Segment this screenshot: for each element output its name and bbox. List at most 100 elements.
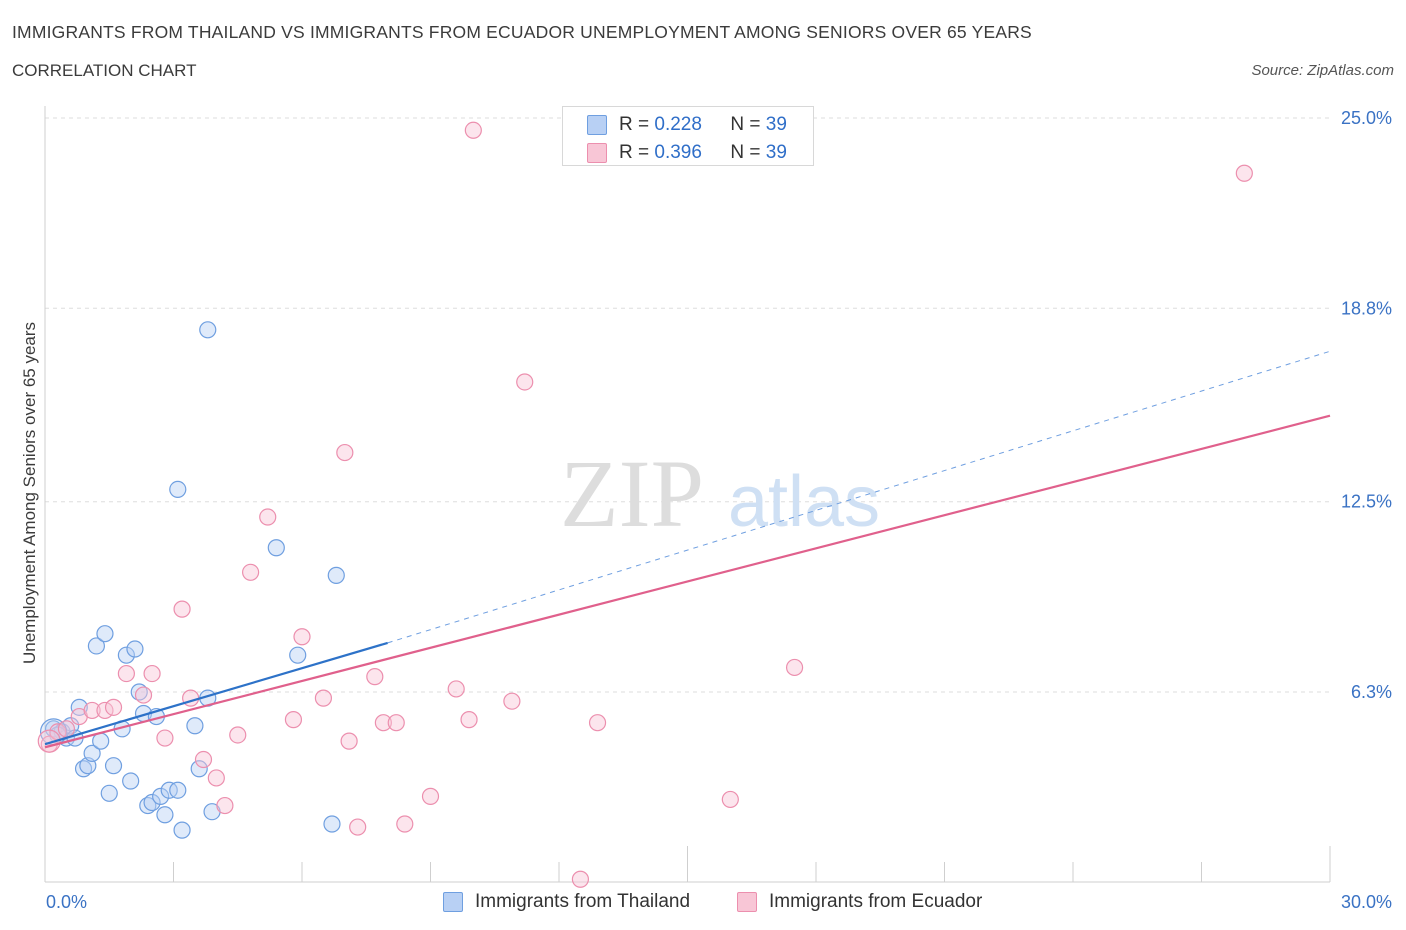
legend-swatch-ecuador <box>587 143 607 163</box>
tick-labels: 6.3% 12.5% 18.8% 25.0% 0.0% 30.0% <box>46 108 1392 912</box>
correlation-legend: R = 0.228 N = 39 R = 0.396 N = 39 <box>562 106 814 166</box>
data-point-ecuador <box>387 714 405 732</box>
source-label: Source: ZipAtlas.com <box>1251 62 1394 79</box>
series-legend: Immigrants from Thailand Immigrants from… <box>0 890 1406 914</box>
data-point-ecuador <box>229 726 247 744</box>
data-point-ecuador <box>374 714 392 732</box>
data-point-thailand <box>267 539 285 557</box>
data-point-thailand <box>92 732 110 750</box>
data-point-ecuador <box>293 628 311 646</box>
data-point-ecuador <box>83 701 101 720</box>
data-point-thailand <box>96 625 114 643</box>
grid-lines <box>45 117 1330 693</box>
data-point-thailand <box>186 717 204 735</box>
data-point-ecuador <box>207 769 225 787</box>
legend-swatch-thailand <box>587 115 607 135</box>
trendlines <box>44 350 1331 749</box>
legend-r-value-ecuador: 0.396 <box>654 142 702 163</box>
data-point-ecuador <box>314 689 333 707</box>
y-tick-label: 18.8% <box>1341 298 1392 318</box>
data-point-ecuador <box>460 711 478 729</box>
data-point-ecuador <box>143 664 161 683</box>
y-tick-label: 25.0% <box>1341 108 1392 128</box>
data-point-ecuador <box>104 698 123 716</box>
x-tick-label: 0.0% <box>46 892 87 912</box>
data-point-thailand <box>199 321 217 339</box>
legend-n-value-thailand: 39 <box>765 114 787 135</box>
watermark-zip: ZIP <box>560 440 704 547</box>
axes <box>44 106 1331 883</box>
legend-row-thailand: R = 0.228 N = 39 <box>587 114 787 135</box>
trendline-thailand-extension <box>387 350 1331 644</box>
data-point-thailand <box>156 806 174 824</box>
legend-n-value-ecuador: 39 <box>765 142 787 163</box>
data-point-ecuador <box>340 732 358 750</box>
data-point-ecuador <box>57 720 76 738</box>
legend-swatch-ecuador <box>737 892 757 912</box>
data-point-ecuador <box>447 680 465 698</box>
data-point-thailand <box>126 640 144 658</box>
data-point-ecuador <box>173 600 191 618</box>
data-point-thailand <box>100 784 118 802</box>
data-point-ecuador <box>259 508 277 526</box>
data-point-ecuador <box>721 790 739 809</box>
y-tick-label: 6.3% <box>1351 682 1392 702</box>
data-point-thailand <box>83 744 101 762</box>
legend-swatch-thailand <box>443 892 463 912</box>
data-point-thailand <box>117 646 135 664</box>
legend-r-label: R = <box>619 114 650 135</box>
watermark-atlas: atlas <box>728 462 880 542</box>
series-ecuador-points <box>37 121 1253 888</box>
chart-title: IMMIGRANTS FROM THAILAND VS IMMIGRANTS F… <box>12 22 1032 42</box>
legend-r-value-thailand: 0.228 <box>654 114 702 135</box>
trendline-ecuador <box>44 414 1331 749</box>
data-point-ecuador <box>336 443 354 462</box>
data-point-ecuador <box>785 658 804 677</box>
data-point-ecuador <box>37 729 61 753</box>
data-point-thailand <box>289 646 307 664</box>
legend-r-label: R = <box>619 142 650 163</box>
x-tick-label: 30.0% <box>1341 892 1392 912</box>
data-point-thailand <box>152 787 170 805</box>
data-point-ecuador <box>349 818 367 836</box>
data-point-thailand <box>173 821 191 839</box>
chart-subtitle: CORRELATION CHART <box>12 61 197 80</box>
legend-row-ecuador: R = 0.396 N = 39 <box>587 142 787 163</box>
data-point-thailand <box>104 757 123 775</box>
data-point-thailand <box>143 793 161 812</box>
data-point-ecuador <box>194 750 213 769</box>
data-point-ecuador <box>503 692 521 710</box>
legend-n-label: N = <box>730 142 761 163</box>
legend-label-ecuador: Immigrants from Ecuador <box>769 891 983 912</box>
data-point-ecuador <box>588 714 607 732</box>
data-point-ecuador <box>366 668 384 686</box>
data-point-ecuador <box>117 664 135 683</box>
data-point-thailand <box>327 566 345 584</box>
data-point-thailand <box>323 815 341 833</box>
data-point-thailand <box>190 760 208 778</box>
data-point-ecuador <box>571 870 590 888</box>
data-point-ecuador <box>156 729 174 747</box>
data-point-ecuador <box>516 373 534 391</box>
y-tick-label: 12.5% <box>1341 492 1392 512</box>
data-point-ecuador <box>421 787 440 805</box>
legend-item-thailand[interactable]: Immigrants from Thailand <box>443 890 690 914</box>
data-point-thailand <box>122 772 140 790</box>
legend-item-ecuador[interactable]: Immigrants from Ecuador <box>737 890 982 914</box>
data-point-thailand <box>87 637 106 655</box>
legend-n-label: N = <box>730 114 761 135</box>
data-point-ecuador <box>396 815 414 833</box>
data-point-thailand <box>70 698 88 716</box>
data-point-ecuador <box>216 796 234 815</box>
series-thailand-points <box>39 321 345 839</box>
data-point-thailand <box>169 480 187 499</box>
legend-label-thailand: Immigrants from Thailand <box>475 891 691 912</box>
trendline-thailand <box>44 641 388 746</box>
data-point-thailand <box>169 781 187 799</box>
watermark: ZIP atlas <box>560 440 880 547</box>
data-point-ecuador <box>134 686 153 704</box>
data-point-ecuador <box>464 121 482 139</box>
data-point-ecuador <box>242 563 260 581</box>
data-point-ecuador <box>1235 164 1253 182</box>
